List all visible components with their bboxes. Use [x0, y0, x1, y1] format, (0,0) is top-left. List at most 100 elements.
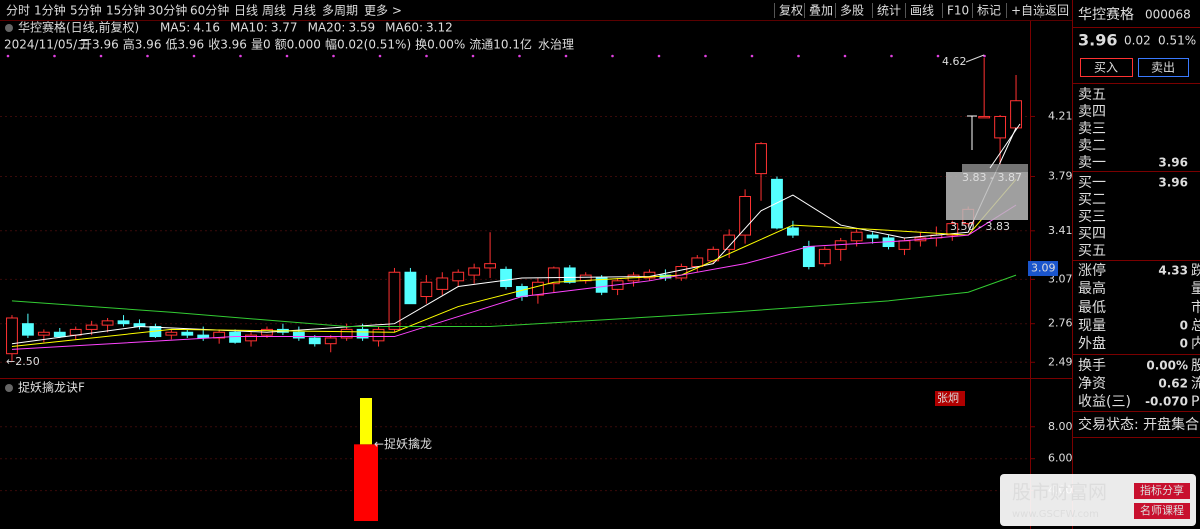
signal-dot [936, 54, 940, 58]
toolbar-button[interactable]: +自选 [1011, 4, 1045, 18]
stat-suffix: 流 [1191, 376, 1200, 392]
toolbar-button[interactable]: 复权 [779, 4, 803, 18]
y-tick-label: 3.79 [1048, 169, 1073, 182]
buy-button[interactable] [1080, 58, 1133, 77]
candle-body [181, 331, 194, 336]
signal-dot [471, 54, 475, 58]
period-tab[interactable]: 月线 [292, 4, 316, 18]
stat-value: 0.62 [1158, 377, 1188, 391]
info-item: 收3.96 [208, 38, 247, 52]
stat-suffix: 内 [1191, 336, 1200, 352]
watermark-name: 股市财富网 [1012, 482, 1107, 504]
period-tab[interactable]: 周线 [262, 4, 286, 18]
info-item: 高3.96 [123, 37, 162, 52]
period-tab[interactable]: 多周期 [322, 4, 358, 18]
signal-dot [704, 54, 707, 58]
sell-label[interactable]: 卖出 [1151, 61, 1175, 75]
stat-suffix: 市 [1191, 299, 1200, 316]
candle-body [101, 320, 114, 326]
info-item: 量0 [251, 38, 271, 52]
stat-value: -0.070 [1145, 395, 1188, 409]
toolbar-button[interactable]: 返回 [1045, 4, 1069, 18]
period-tab[interactable]: 分时 [6, 4, 30, 18]
low-label: ←2.50 [6, 355, 40, 368]
candle-body [563, 267, 576, 283]
signal-dot [6, 54, 10, 58]
signal-dot [797, 54, 800, 58]
range-label: 3.50 - 3.83 [950, 220, 1010, 233]
signal-bar [360, 398, 372, 445]
y-tick-label: 2.76 [1048, 317, 1073, 330]
period-tab[interactable]: 30分钟 [148, 3, 187, 18]
y-tick-label: 4.21 [1048, 109, 1073, 122]
candle-body [739, 195, 752, 236]
stat-label: 换手 [1078, 357, 1106, 374]
bid-label: 买五 [1078, 243, 1106, 259]
candle-body [802, 246, 815, 268]
candle-body [531, 281, 544, 296]
signal-dot [285, 54, 289, 58]
stat-label: 收益(三) [1078, 394, 1131, 410]
indicator-icon[interactable] [5, 384, 13, 392]
y-tick-label: 3.41 [1048, 224, 1073, 237]
buy-label[interactable]: 买入 [1094, 61, 1118, 75]
toolbar-button[interactable]: 多股 [840, 4, 864, 18]
candle-body [850, 231, 863, 242]
price-change: 0.02 [1124, 34, 1151, 48]
price-tag: 3.09 [1031, 262, 1056, 275]
candle-body [595, 277, 608, 293]
ask-label: 卖二 [1078, 138, 1106, 154]
ask1-price: 3.96 [1158, 156, 1188, 170]
bid-label: 买二 [1078, 192, 1106, 208]
candle-body [771, 178, 783, 229]
candle-body [866, 234, 879, 239]
candle-body [452, 271, 465, 282]
sell-button[interactable] [1138, 58, 1189, 77]
toolbar-button[interactable]: 画线 [910, 4, 934, 18]
toolbar-button[interactable]: F10 [947, 4, 969, 18]
info-item: 额0.000 [275, 38, 321, 52]
period-tab[interactable]: 5分钟 [70, 3, 102, 18]
signal-dot [657, 54, 661, 58]
toolbar-button[interactable]: 叠加 [809, 4, 833, 18]
info-item: 换0.00% [415, 38, 465, 52]
ask-label: 卖四 [1078, 104, 1106, 120]
signal-dot [564, 54, 568, 58]
stat-suffix: 跌 [1191, 263, 1200, 279]
period-tab[interactable]: 日线 [234, 4, 258, 18]
signal-dot [843, 54, 847, 58]
period-tab[interactable]: 15分钟 [106, 3, 145, 18]
signal-dot [99, 54, 103, 58]
ma-label: MA10: [230, 21, 268, 35]
period-tab[interactable]: 60分钟 [190, 3, 229, 18]
period-tab[interactable]: 更多 > [364, 4, 402, 18]
info-item: 低3.96 [165, 38, 204, 52]
ma-value: 3.59 [348, 21, 375, 35]
stock-code: 000068 [1145, 8, 1191, 22]
stat-value: 0 [1180, 319, 1188, 333]
candle-body [308, 337, 321, 345]
candle-body [117, 320, 130, 325]
ma-label: MA60: [385, 21, 423, 35]
period-tab[interactable]: 1分钟 [34, 3, 66, 18]
chart-header-title: 华控赛格(日线,前复权) [18, 20, 139, 35]
candle-body [818, 248, 831, 265]
signal-label: ←捉妖擒龙 [374, 436, 432, 451]
toolbar-button[interactable]: 标记 [977, 4, 1001, 18]
candle-body [165, 331, 178, 336]
y-tick-label: 6.00 [1048, 452, 1073, 465]
menu-icon[interactable] [5, 24, 13, 32]
candle-body [356, 328, 369, 339]
ma-value: 3.77 [271, 21, 298, 35]
toolbar-button[interactable]: 统计 [877, 4, 901, 18]
stat-label: 最高 [1078, 280, 1106, 297]
candle-body [340, 328, 353, 339]
ma-value: 4.16 [193, 21, 220, 35]
candle-body [420, 281, 433, 298]
bid-label: 买一 [1078, 175, 1106, 191]
stat-suffix: 股 [1191, 358, 1200, 374]
signal-dot [425, 54, 428, 58]
range-box [962, 164, 1028, 172]
ma-label: MA5: [160, 21, 190, 35]
range-label: 3.83 - 3.87 [962, 171, 1022, 184]
